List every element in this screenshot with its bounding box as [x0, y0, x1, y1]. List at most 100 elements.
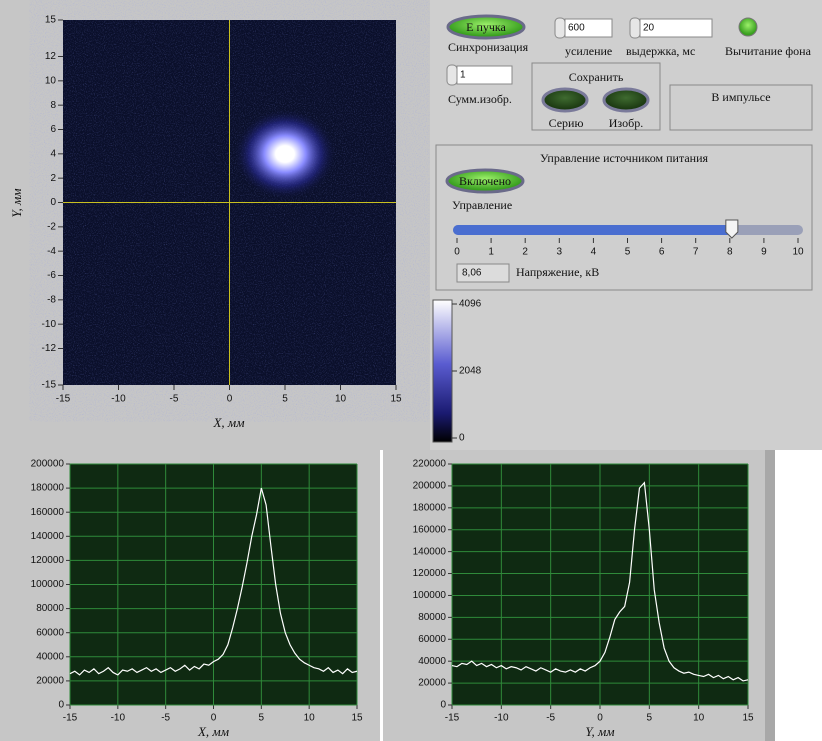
x-tick-label: 15: [351, 713, 363, 724]
x-tick-label: 5: [259, 713, 265, 724]
y-tick-label: 100000: [413, 590, 447, 601]
beam-button-label: E пучка: [466, 20, 506, 34]
panel-edge: [765, 450, 775, 741]
x-tick-label: -15: [63, 713, 78, 724]
x-tick-label: -10: [111, 713, 126, 724]
sum-value: 1: [460, 70, 466, 81]
y-tick-label: 12: [45, 51, 57, 62]
x-tick-label: -15: [445, 713, 460, 724]
x-axis-label: X, мм: [212, 415, 244, 430]
y-tick-label: -15: [42, 380, 57, 391]
y-tick-label: -6: [47, 270, 56, 281]
y-tick-label: 6: [50, 124, 56, 135]
y-tick-label: -2: [47, 221, 56, 232]
x-tick-label: 5: [647, 713, 653, 724]
y-tick-label: 120000: [413, 568, 447, 579]
colorbar-tick-label: 4096: [459, 299, 482, 310]
sum-spinner[interactable]: [447, 65, 457, 85]
gain-label: усиление: [565, 44, 612, 58]
slider-tick-label: 6: [659, 247, 665, 258]
y-tick-label: 120000: [31, 555, 65, 566]
power-control-label: Управление: [452, 198, 512, 212]
y-tick-label: 180000: [31, 483, 65, 494]
save-image-button[interactable]: [604, 89, 648, 111]
slider-tick-label: 4: [591, 247, 597, 258]
x-axis-label: Y, мм: [585, 724, 614, 739]
sync-label: Синхронизация: [448, 40, 529, 54]
y-tick-label: 4: [50, 148, 56, 159]
save-series-button[interactable]: [543, 89, 587, 111]
slider-tick-label: 1: [488, 247, 494, 258]
voltage-label: Напряжение, кВ: [516, 265, 599, 279]
save-title: Сохранить: [569, 70, 624, 84]
y-tick-label: -12: [42, 343, 57, 354]
x-tick-label: 5: [282, 394, 288, 405]
y-tick-label: 60000: [418, 634, 446, 645]
pulse-label: В импульсе: [711, 90, 770, 104]
y-tick-label: 20000: [418, 678, 446, 689]
slider-tick-label: 9: [761, 247, 767, 258]
save-image-label: Изобр.: [609, 116, 643, 130]
x-tick-label: 0: [597, 713, 603, 724]
colorbar: [433, 300, 452, 442]
y-tick-label: 20000: [36, 676, 64, 687]
x-tick-label: -5: [170, 394, 179, 405]
y-tick-label: 100000: [31, 579, 65, 590]
y-tick-label: -4: [47, 246, 56, 257]
y-tick-label: 10: [45, 75, 57, 86]
y-tick-label: 40000: [418, 656, 446, 667]
x-tick-label: 15: [390, 394, 402, 405]
sum-label: Сумм.изобр.: [448, 92, 512, 106]
y-tick-label: 0: [440, 700, 446, 711]
slider-fill: [453, 225, 732, 235]
slider-tick-label: 8: [727, 247, 733, 258]
slider-tick-label: 3: [557, 247, 563, 258]
y-axis-label: Y, мм: [9, 188, 24, 217]
x-axis-label: X, мм: [197, 724, 229, 739]
y-tick-label: 0: [50, 197, 56, 208]
colorbar-tick-label: 2048: [459, 366, 482, 377]
x-tick-label: 15: [742, 713, 754, 724]
y-tick-label: 160000: [413, 524, 447, 535]
y-tick-label: 60000: [36, 627, 64, 638]
x-tick-label: 10: [304, 713, 316, 724]
x-tick-label: -5: [161, 713, 170, 724]
x-tick-label: 10: [335, 394, 347, 405]
y-tick-label: 200000: [413, 481, 447, 492]
y-tick-label: -10: [42, 319, 57, 330]
y-tick-label: 0: [58, 700, 64, 711]
y-tick-label: -8: [47, 294, 56, 305]
y-tick-label: 80000: [36, 603, 64, 614]
y-tick-label: 15: [45, 15, 57, 26]
y-tick-label: 8: [50, 100, 56, 111]
colorbar-tick-label: 0: [459, 433, 465, 444]
y-tick-label: 140000: [31, 531, 65, 542]
power-button-label: Включено: [459, 174, 511, 188]
slider-tick-label: 0: [454, 247, 460, 258]
gain-spinner[interactable]: [555, 18, 565, 38]
x-tick-label: 0: [211, 713, 217, 724]
exposure-spinner[interactable]: [630, 18, 640, 38]
slider-tick-label: 5: [625, 247, 631, 258]
ui: X, мм Y, мм E пучка Синхронизация 600 ус…: [0, 0, 822, 741]
y-tick-label: 200000: [31, 459, 65, 470]
slider-tick-label: 7: [693, 247, 699, 258]
background-label: Вычитание фона: [725, 44, 812, 58]
x-tick-label: -10: [494, 713, 509, 724]
x-tick-label: 0: [227, 394, 233, 405]
y-tick-label: 140000: [413, 546, 447, 557]
gain-value: 600: [568, 23, 585, 34]
y-tick-label: 220000: [413, 459, 447, 470]
x-tick-label: -10: [111, 394, 126, 405]
save-series-label: Серию: [549, 116, 584, 130]
x-tick-label: -5: [546, 713, 555, 724]
y-tick-label: 180000: [413, 502, 447, 513]
y-tick-label: 2: [50, 173, 56, 184]
beam-spot: [233, 108, 337, 200]
voltage-value: 8,06: [462, 268, 482, 279]
background-led[interactable]: [739, 18, 757, 36]
power-title: Управление источником питания: [540, 151, 709, 165]
y-tick-label: 160000: [31, 507, 65, 518]
page: X, мм Y, мм E пучка Синхронизация 600 ус…: [0, 0, 822, 741]
exposure-value: 20: [643, 23, 655, 34]
